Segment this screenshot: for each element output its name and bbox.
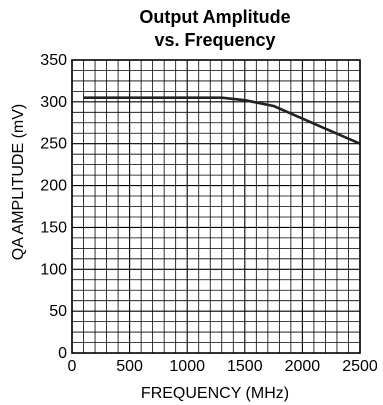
series-line-0 xyxy=(83,96,361,145)
chart-title-line-1: Output Amplitude xyxy=(139,7,290,27)
x-axis-label: FREQUENCY (MHz) xyxy=(141,385,289,402)
x-tick-label: 0 xyxy=(68,358,77,375)
y-tick-label: 300 xyxy=(40,94,67,111)
tick-labels: 0 500 1000 1500 2000 2500 0 50 100 150 200 250 300 35… xyxy=(40,52,378,375)
x-tick-label: 1000 xyxy=(169,358,205,375)
data-series xyxy=(83,96,361,145)
y-tick-label: 350 xyxy=(40,52,67,69)
x-tick-label: 500 xyxy=(116,358,143,375)
plot-frame xyxy=(71,59,361,354)
y-tick-label: 0 xyxy=(58,345,67,362)
y-tick-label: 250 xyxy=(40,136,67,153)
x-tick-label: 2500 xyxy=(342,358,378,375)
y-tick-label: 150 xyxy=(40,219,67,236)
y-tick-label: 100 xyxy=(40,261,67,278)
chart-title-line-2: vs. Frequency xyxy=(154,30,275,50)
plot-grid xyxy=(71,59,361,354)
x-tick-label: 1500 xyxy=(227,358,263,375)
y-tick-label: 50 xyxy=(49,303,67,320)
y-axis-label: QA AMPLITUDE (mV) xyxy=(10,104,27,260)
y-tick-label: 200 xyxy=(40,178,67,195)
x-tick-label: 2000 xyxy=(285,358,321,375)
